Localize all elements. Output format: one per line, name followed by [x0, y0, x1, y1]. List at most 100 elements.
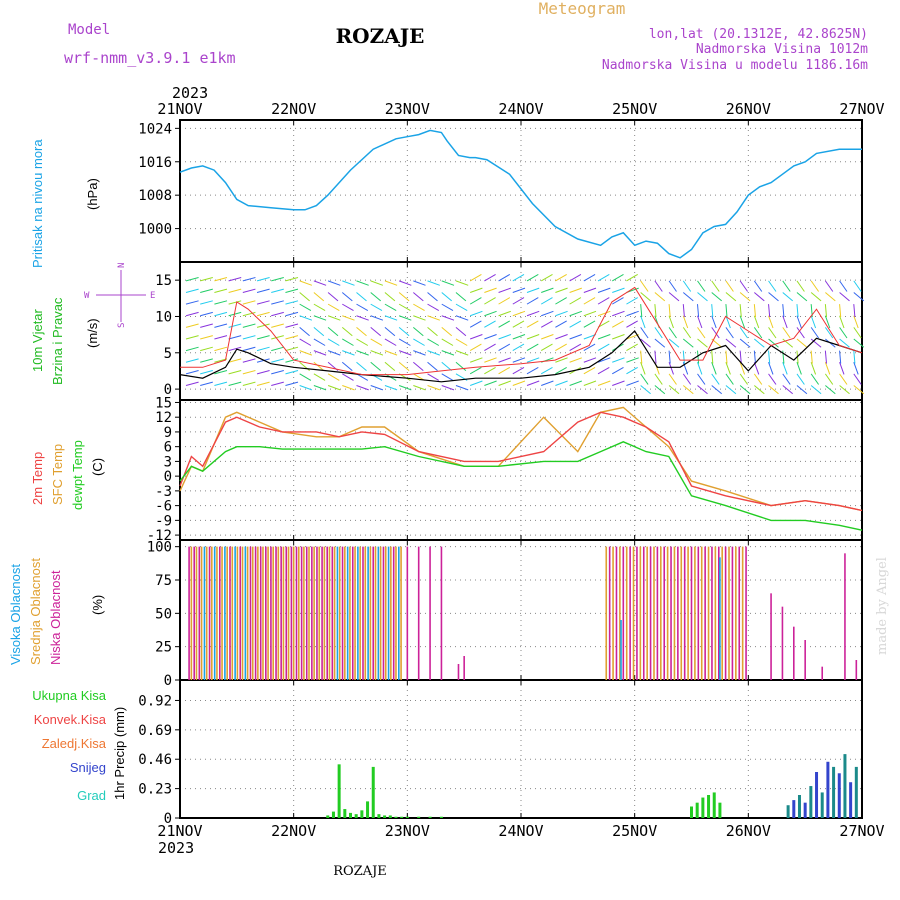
ytick-label: -3	[155, 484, 172, 500]
panel-3: 0 25 50 75 100	[147, 539, 863, 689]
precip-bar	[349, 812, 352, 818]
wind-arrow	[739, 385, 751, 395]
wind-arrow	[427, 338, 440, 346]
wind-arrow	[327, 385, 341, 391]
wind-arrow	[512, 287, 526, 293]
wind-arrow	[498, 357, 511, 363]
pressure-unit: (hPa)	[85, 178, 100, 210]
wind-arrow	[299, 350, 313, 356]
wind-arrow	[256, 335, 270, 340]
wind-unit: (m/s)	[85, 318, 100, 348]
wind-arrow	[469, 334, 483, 340]
wind-arrow	[256, 288, 270, 293]
wind-arrow	[711, 385, 723, 395]
wind-arrow	[526, 357, 540, 363]
wind-arrow	[242, 370, 256, 375]
top-date-label: 24NOV	[498, 100, 543, 118]
wind-arrow	[725, 350, 728, 364]
wind-arrow	[711, 373, 720, 385]
precip-bar	[366, 801, 370, 818]
wind-arrow	[256, 323, 270, 328]
wind-arrow	[285, 277, 299, 282]
precip-bars	[326, 754, 858, 818]
wind-arrow	[782, 315, 788, 329]
wind-arrow	[498, 320, 511, 328]
wind-arrow	[668, 385, 680, 395]
wind-arrow	[754, 292, 765, 302]
wind-arrow	[299, 292, 310, 302]
wind-arrow	[214, 288, 228, 293]
wind-arrow	[370, 326, 382, 337]
wind-arrow	[512, 366, 525, 375]
bottom-date-label: 27NOV	[839, 822, 884, 840]
ytick-label: 9	[164, 425, 172, 441]
wind-arrow	[810, 350, 813, 364]
wind-arrow	[583, 320, 596, 328]
bottom-date-label: 26NOV	[726, 822, 771, 840]
wind-arrow	[455, 280, 469, 286]
wind-arrow	[384, 280, 398, 286]
wind-arrow	[626, 310, 639, 317]
wind-arrow	[398, 385, 412, 391]
wind-arrow	[753, 350, 756, 364]
wind-arrow	[242, 358, 256, 363]
wind-arrow	[469, 320, 482, 328]
wind-arrow	[455, 315, 469, 321]
model-label: Model	[68, 22, 110, 38]
wind-arrow	[583, 287, 597, 293]
ytick-label: 75	[155, 573, 172, 589]
wind-arrow	[824, 350, 827, 364]
cloud-high-label: Visoka Oblacnost	[8, 564, 23, 665]
wind-arrow	[555, 334, 568, 340]
wind-arrow	[668, 373, 677, 385]
precip-bar	[786, 805, 790, 818]
wind-arrow	[541, 380, 554, 386]
wind-arrow	[725, 385, 737, 395]
wind-arrow	[796, 385, 808, 395]
wind-gust-line	[180, 286, 863, 376]
wind-arrow	[356, 303, 369, 312]
ytick-label: 3	[164, 454, 172, 470]
wind-arrow	[711, 362, 717, 375]
wind-arrow	[441, 326, 453, 337]
wind-arrow	[711, 280, 720, 292]
compass-n: N	[117, 263, 127, 268]
wind-arrow	[668, 338, 680, 348]
wind-arrow	[242, 346, 256, 352]
wind-arrow	[796, 292, 808, 302]
temp2m-line	[179, 411, 863, 512]
wind-arrow	[427, 292, 438, 302]
wind-arrow	[413, 292, 424, 302]
wind-arrow	[583, 366, 596, 375]
wind-arrow	[498, 343, 511, 352]
wind-arrow	[469, 366, 482, 375]
precip-bar	[371, 766, 375, 818]
wind-arrow	[271, 300, 284, 305]
wind-arrow	[356, 385, 369, 391]
precip-bar	[832, 766, 836, 818]
wind-arrow	[640, 338, 651, 348]
wind-arrow	[214, 277, 228, 282]
wind-arrow	[569, 273, 582, 282]
wind-arrow	[640, 373, 649, 385]
wind-arrow	[768, 280, 777, 292]
wind-arrow	[455, 338, 468, 346]
pressure-ylabel: Pritisak na nivou mora	[30, 139, 45, 268]
wind-arrow	[427, 280, 440, 286]
wind-arrow	[413, 280, 426, 286]
wind-arrow	[242, 381, 256, 386]
wind-arrow	[455, 326, 467, 337]
wind-arrow	[739, 304, 742, 318]
wind-arrow	[626, 343, 638, 352]
wind-arrow	[512, 357, 526, 363]
legend-grad: Grad	[77, 788, 106, 803]
precip-unit: 1hr Precip (mm)	[112, 707, 127, 800]
wind-arrow	[583, 297, 596, 305]
wind-arrow	[640, 292, 651, 302]
wind-arrow	[484, 287, 497, 293]
wind-arrow	[853, 292, 865, 302]
wind-arrow	[228, 323, 242, 328]
wind-arrow	[413, 326, 424, 337]
wind-arrow	[569, 357, 582, 363]
wind-arrow	[555, 320, 567, 328]
